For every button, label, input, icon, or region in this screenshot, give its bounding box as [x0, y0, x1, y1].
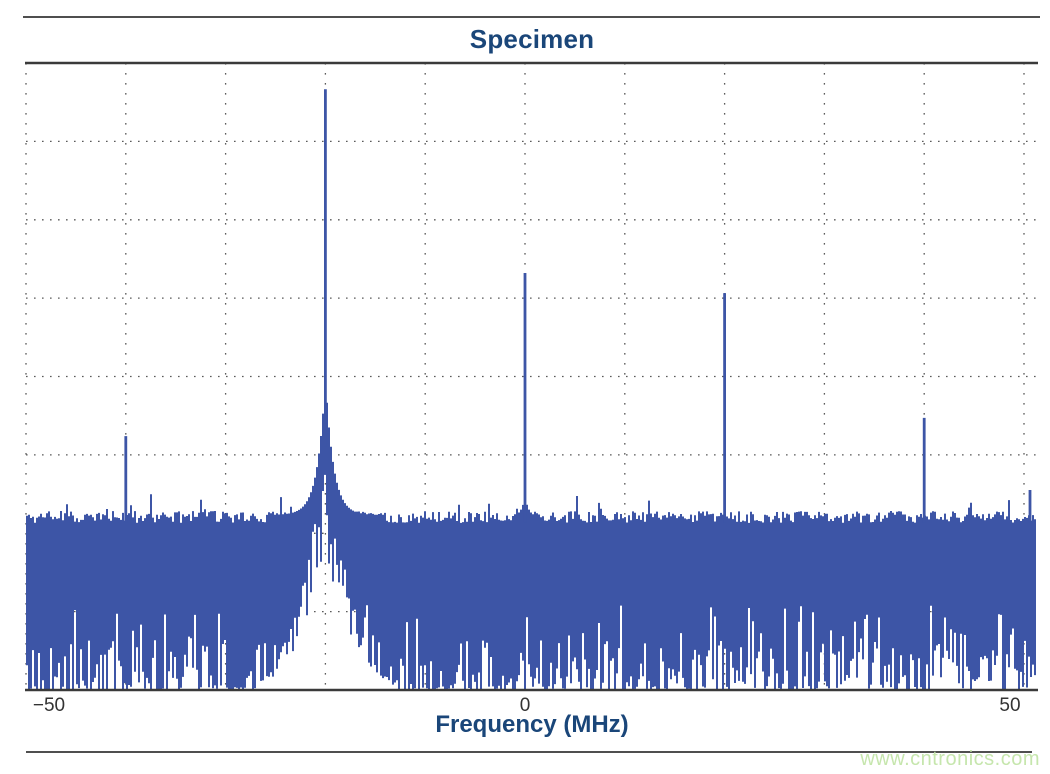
x-tick-zero: 0 [519, 695, 531, 716]
x-tick-50: 50 [999, 695, 1021, 716]
bottom-rule [26, 751, 1032, 753]
watermark: www.cntronics.com [860, 748, 1040, 770]
chart-title: Specimen [469, 24, 595, 54]
top-rule [23, 16, 1040, 18]
x-tick-neg50: −50 [32, 695, 66, 716]
x-axis-label: Frequency (MHz) [435, 711, 629, 738]
